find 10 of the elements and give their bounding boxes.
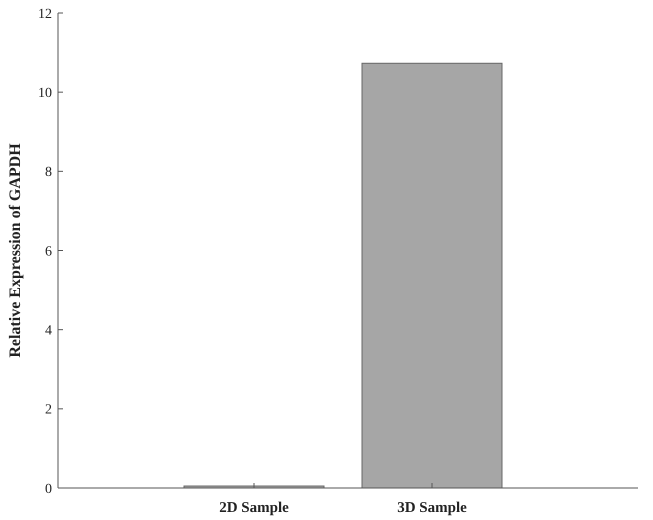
y-tick-label: 8 <box>45 165 52 180</box>
y-tick-label: 4 <box>45 324 52 339</box>
y-axis-title: Relative Expression of GAPDH <box>7 142 24 358</box>
y-tick-label: 6 <box>45 244 52 260</box>
y-tick-label: 2 <box>45 402 52 418</box>
x-tick-label: 2D Sample <box>219 500 290 516</box>
y-tick-label: 0 <box>45 482 52 497</box>
y-tick-label: 12 <box>38 6 52 22</box>
x-tick-label: 3D Sample <box>397 500 468 516</box>
y-tick-label: 10 <box>38 86 52 102</box>
